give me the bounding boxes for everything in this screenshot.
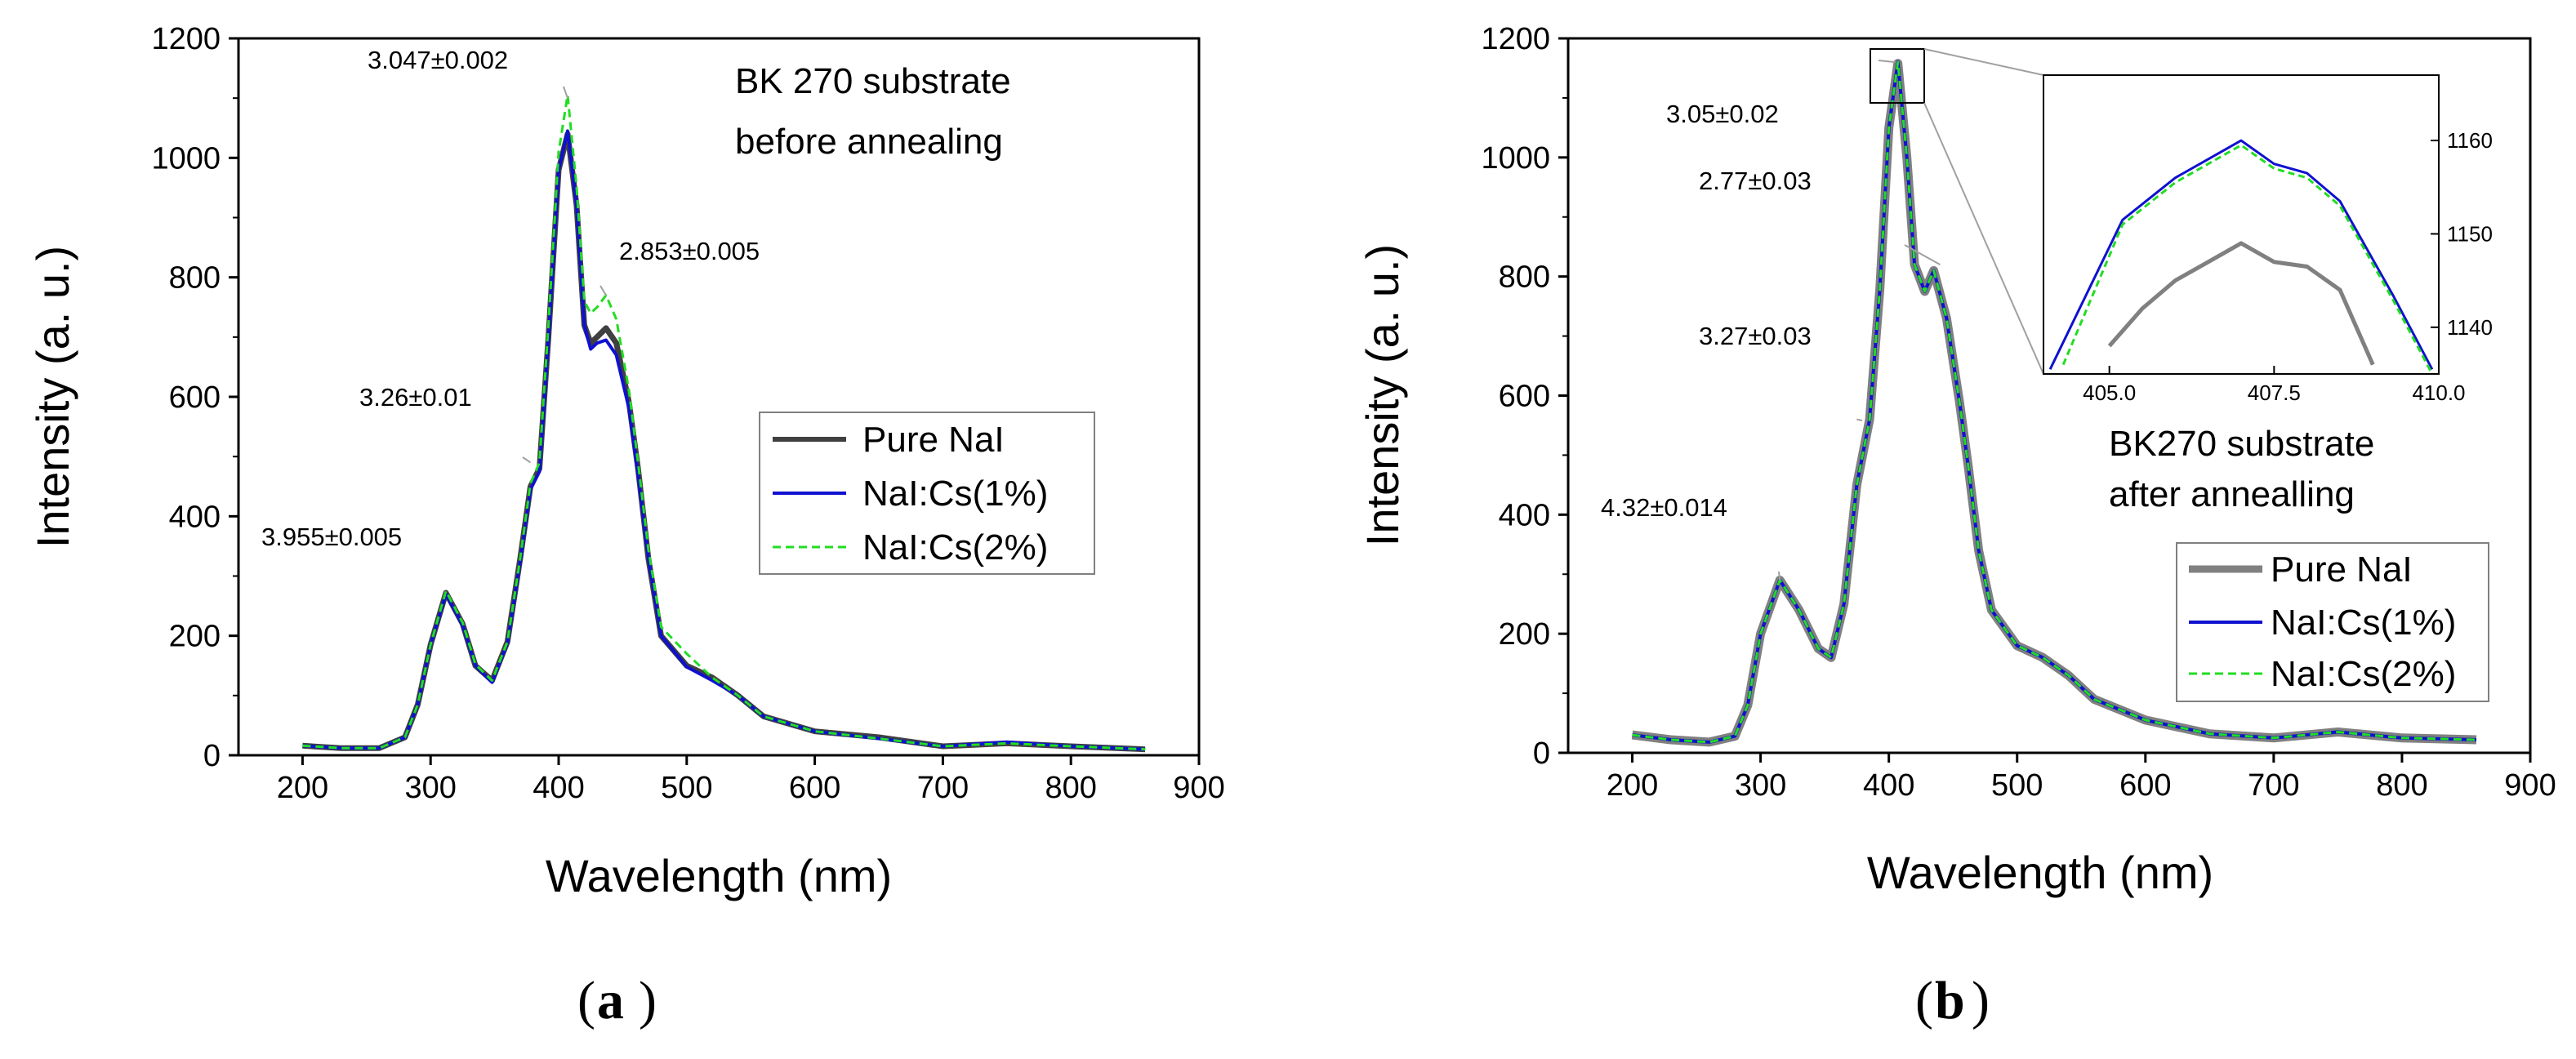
x-tick-label: 200	[277, 771, 328, 805]
series-group	[302, 94, 1146, 753]
plot-title-line-1: BK270 substrate	[2109, 424, 2374, 464]
annotation-group: 4.32±0.014 3.27±0.03 2.77±0.03 3.05±0.02	[1601, 60, 1941, 581]
inset-frame	[2043, 74, 2440, 375]
annotation-leader	[522, 456, 532, 464]
y-axis-title: Intensity (a. u.)	[27, 246, 78, 548]
legend-label-nai-cs1: NaI:Cs(1%)	[862, 474, 1048, 514]
svg-text:): )	[1972, 971, 1990, 1030]
y-tick-label: 600	[1499, 380, 1550, 414]
plot-title-line-1: BK 270 substrate	[735, 61, 1011, 101]
x-tick-label: 300	[1735, 768, 1786, 803]
inset-y-tick-label: 1150	[2447, 221, 2493, 246]
x-tick-label: 700	[917, 771, 969, 805]
inset-background	[2043, 75, 2439, 374]
x-tick-label: 500	[661, 771, 712, 805]
annotation-leader	[1904, 244, 1941, 265]
zoom-connector	[1923, 102, 2044, 375]
x-axis-title: Wavelength (nm)	[546, 850, 892, 901]
y-tick-label: 400	[169, 500, 221, 534]
y-tick-label: 0	[1533, 736, 1550, 771]
x-tick-label: 900	[1173, 771, 1224, 805]
x-tick-label: 200	[1607, 768, 1658, 803]
inset: 405.0 407.5 410.0 1140 1150 1160	[2043, 74, 2493, 405]
panel-label: ( a )	[577, 971, 657, 1030]
inset-series-line	[2061, 144, 2434, 374]
svg-text:(: (	[1915, 971, 1933, 1030]
annotation-leader	[1878, 60, 1896, 64]
panel-a: 200 300 400 500 600 700 800 900 0 200 400 600 800 100…	[27, 22, 1225, 1030]
y-tick-label: 400	[1499, 498, 1550, 532]
y-tick-label: 200	[169, 620, 221, 654]
inset-x-tick-label: 405.0	[2083, 380, 2136, 405]
legend-label-pure-nai: Pure NaI	[2271, 550, 2413, 590]
series-group	[1631, 59, 2477, 747]
x-tick-label: 400	[533, 771, 584, 805]
y-tick-label: 1200	[1481, 22, 1550, 56]
legend-label-nai-cs2: NaI:Cs(2%)	[2271, 654, 2456, 694]
inset-series-line	[2048, 139, 2434, 371]
x-tick-label: 500	[1991, 768, 2043, 803]
tick-group: 200 300 400 500 600 700 800 900 0 200 400 600 800 100…	[151, 22, 1224, 805]
y-tick-label: 800	[1499, 260, 1550, 295]
annotation-label: 4.32±0.014	[1601, 493, 1727, 522]
x-tick-label: 900	[2504, 768, 2556, 803]
y-tick-label: 0	[203, 739, 221, 773]
inset-y-tick-label: 1140	[2447, 315, 2493, 340]
x-tick-label: 600	[789, 771, 840, 805]
x-tick-label: 400	[1863, 768, 1914, 803]
y-tick-label: 1000	[151, 141, 221, 176]
x-tick-label: 800	[2376, 768, 2427, 803]
inset-series-line	[2107, 241, 2375, 366]
legend: Pure NaI NaI:Cs(1%) NaI:Cs(2%)	[759, 412, 1095, 575]
legend: Pure NaI NaI:Cs(1%) NaI:Cs(2%)	[2176, 542, 2489, 702]
inset-tick-group: 405.0 407.5 410.0 1140 1150 1160	[2083, 128, 2493, 405]
panel-label-letter: a	[597, 971, 624, 1030]
annotation-label: 2.853±0.005	[619, 237, 760, 265]
panel-label: ( b )	[1915, 971, 1990, 1030]
panel-b: 200 300 400 500 600 700 800 900 0 200 400 600 800 100…	[1357, 22, 2556, 1030]
y-tick-label: 1200	[151, 22, 221, 56]
zoom-box	[1870, 48, 1925, 104]
y-tick-label: 600	[169, 380, 221, 415]
panel-label-letter: b	[1935, 971, 1965, 1030]
x-tick-label: 800	[1045, 771, 1096, 805]
annotation-label: 3.955±0.005	[261, 523, 402, 551]
tick-group: 200 300 400 500 600 700 800 900 0 200 400 600 800 100…	[1481, 22, 2556, 803]
inset-x-tick-label: 410.0	[2412, 380, 2465, 405]
x-tick-label: 700	[2248, 768, 2299, 803]
y-tick-label: 1000	[1481, 141, 1550, 176]
y-axis-title: Intensity (a. u.)	[1357, 244, 1408, 546]
annotation-label: 3.26±0.01	[359, 383, 472, 412]
legend-label-nai-cs2: NaI:Cs(2%)	[862, 527, 1048, 567]
svg-text:(: (	[577, 971, 595, 1030]
annotation-label: 3.047±0.002	[368, 46, 508, 74]
zoom-connector	[1923, 48, 2044, 76]
annotation-leader	[599, 285, 607, 296]
annotation-leader	[1778, 571, 1781, 581]
annotation-label: 3.05±0.02	[1666, 100, 1779, 128]
inset-series-group	[2048, 139, 2434, 374]
inset-y-tick-label: 1160	[2447, 128, 2493, 153]
y-tick-label: 200	[1499, 617, 1550, 652]
plot-title-line-2: after annealling	[2109, 474, 2355, 514]
annotation-label: 3.27±0.03	[1699, 322, 1812, 350]
annotation-label: 2.77±0.03	[1699, 167, 1812, 195]
series-line-nai-cs-2	[1632, 60, 2477, 744]
annotation-group: 3.955±0.005 3.26±0.01 3.047±0.002 2.853±0.0…	[261, 46, 760, 551]
legend-label-pure-nai: Pure NaI	[862, 420, 1005, 460]
x-tick-label: 600	[2119, 768, 2171, 803]
inset-x-tick-label: 407.5	[2248, 380, 2301, 405]
plot-title-line-2: before annealing	[735, 122, 1003, 162]
svg-text:): )	[639, 971, 657, 1030]
annotation-leader	[563, 86, 568, 99]
y-tick-label: 800	[169, 261, 221, 296]
x-axis-title: Wavelength (nm)	[1867, 847, 2213, 898]
legend-label-nai-cs1: NaI:Cs(1%)	[2271, 603, 2456, 643]
x-tick-label: 300	[404, 771, 456, 805]
